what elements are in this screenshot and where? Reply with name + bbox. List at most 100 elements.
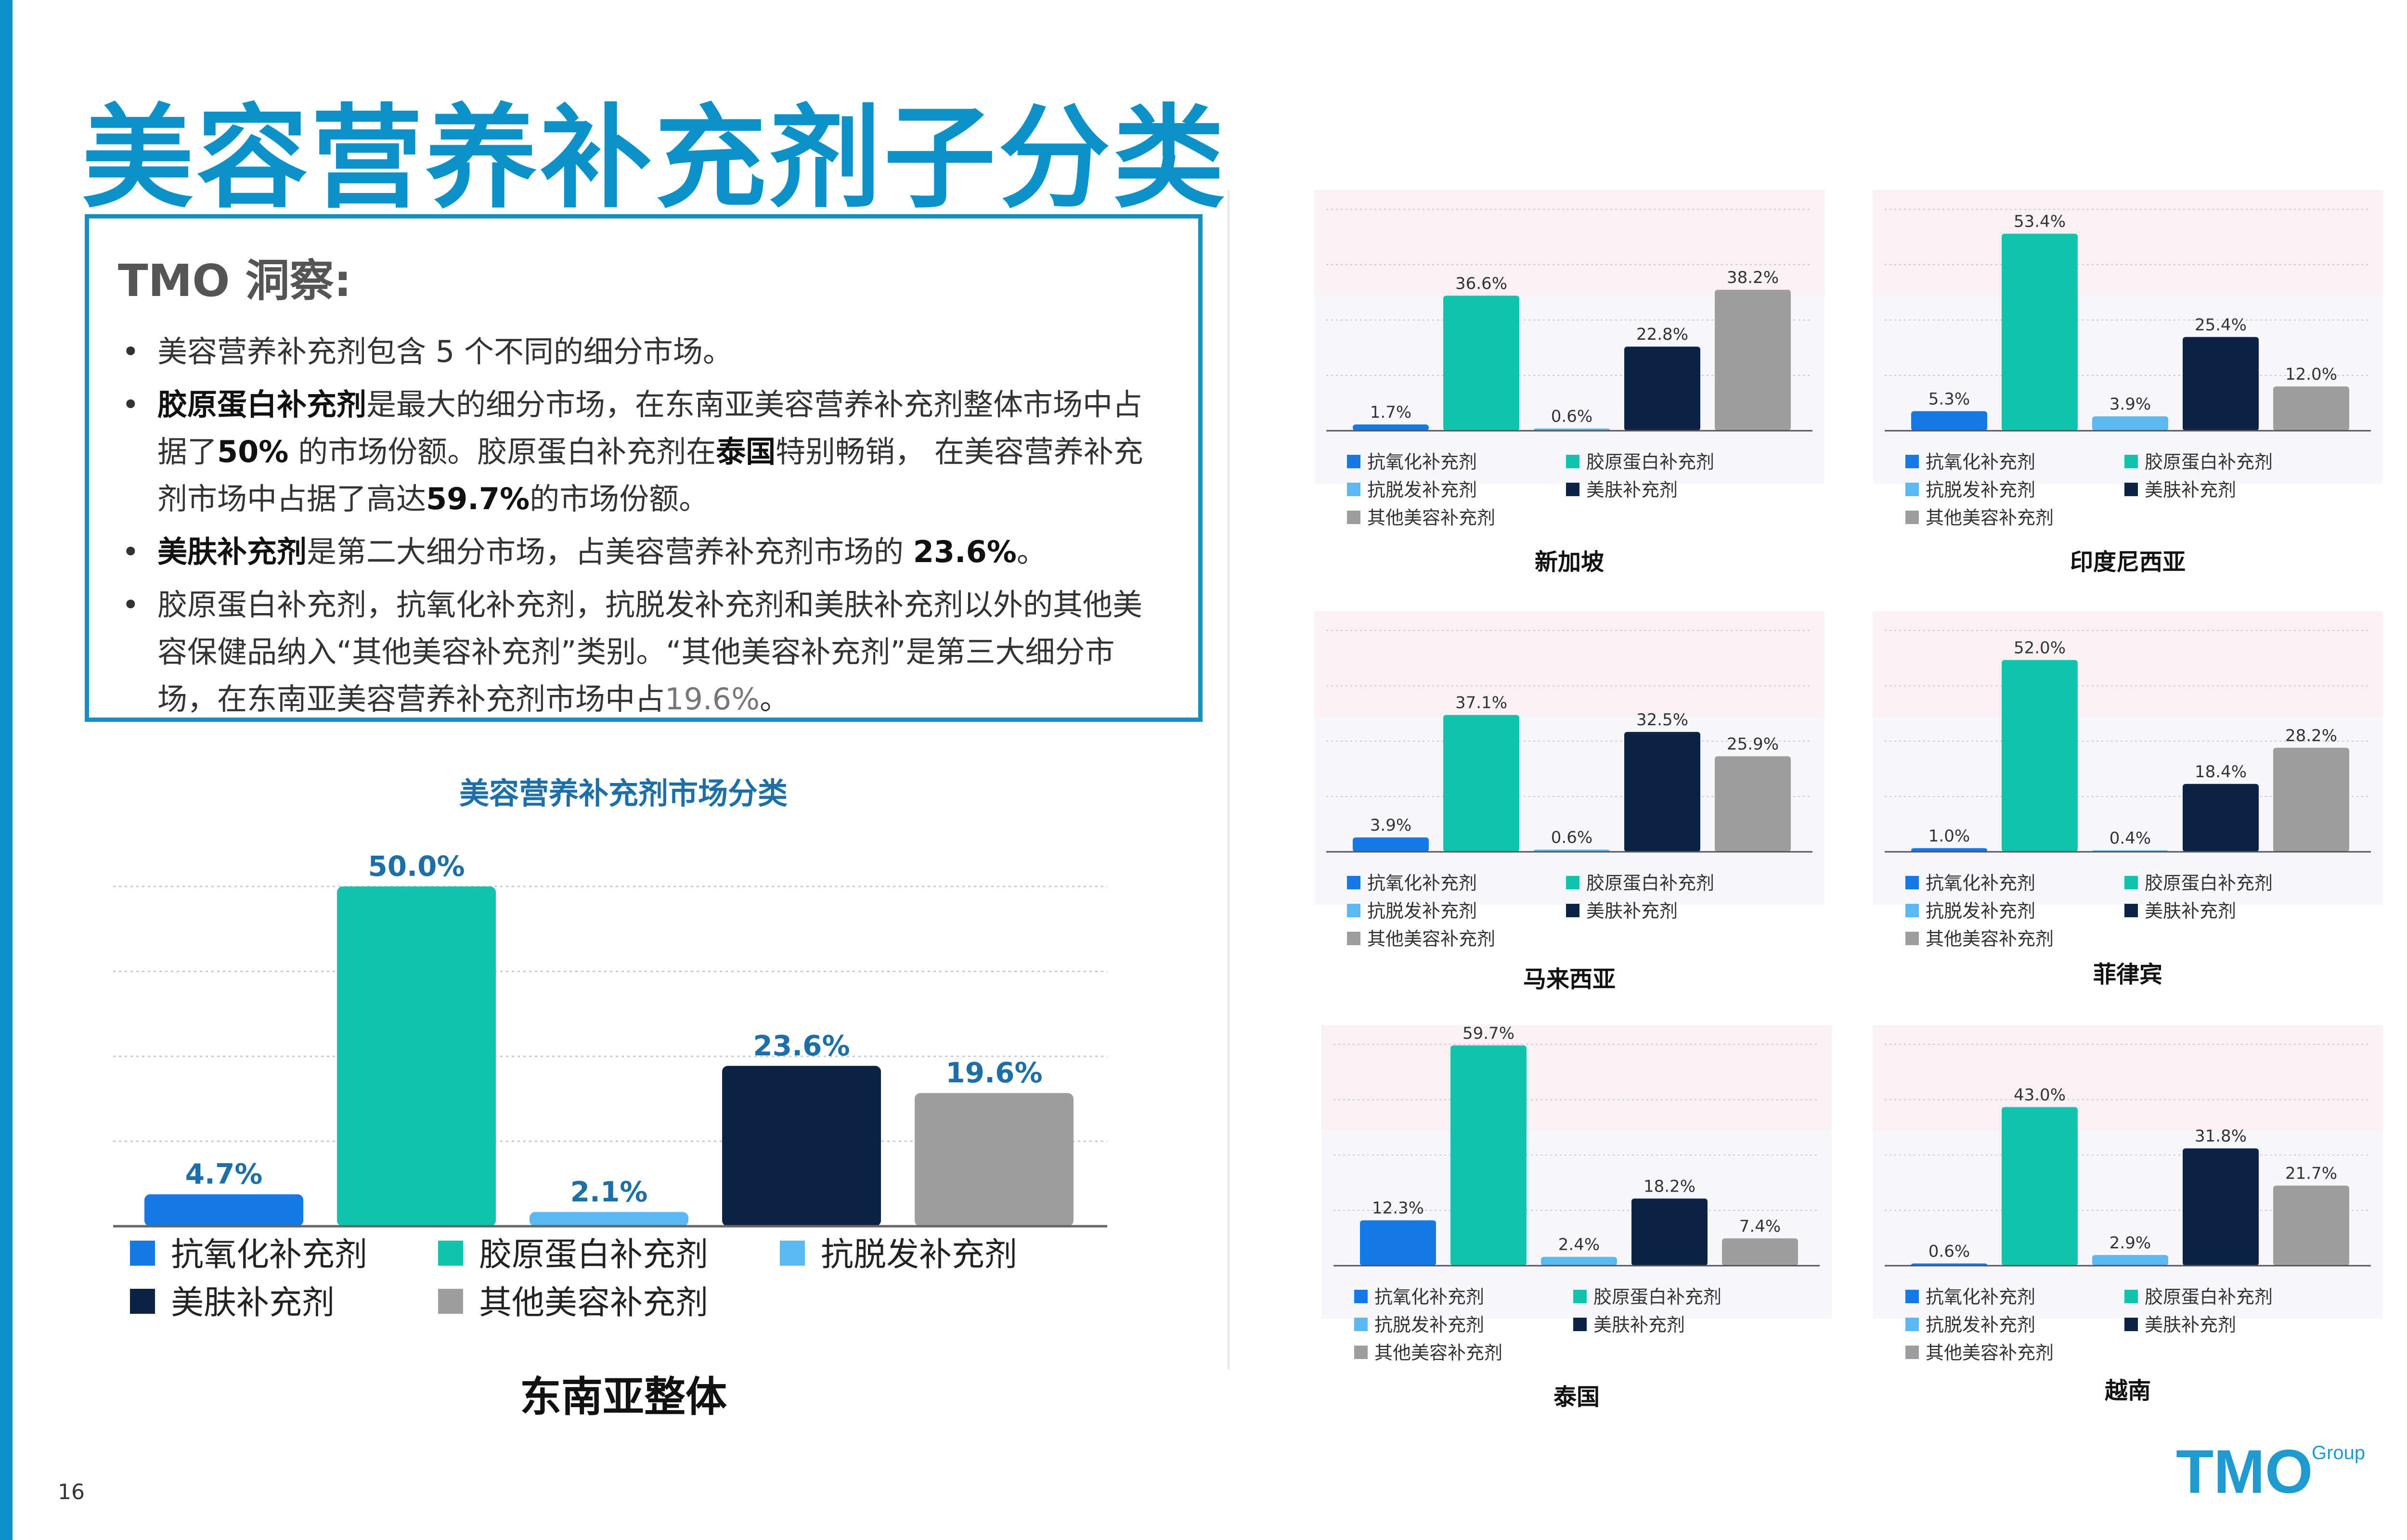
bar-label-3: 31.8%	[2195, 1127, 2247, 1146]
legend-swatch-4	[1905, 1346, 1919, 1359]
main-chart-title: 美容营养补充剂市场分类	[459, 776, 788, 811]
bar-label-3: 22.8%	[1636, 325, 1688, 344]
legend-swatch-2	[1347, 483, 1360, 496]
legend-label-2: 抗脱发补充剂	[1926, 1314, 2035, 1335]
legend-swatch-3	[2124, 1318, 2138, 1331]
main-bar-0	[144, 1194, 303, 1226]
bar-label-3: 18.2%	[1643, 1177, 1695, 1196]
main-chart-svg: 美容营养补充剂市场分类 4.7% 50.0% 2.1% 23.6% 19.6% 抗氧化补充剂…	[113, 776, 1107, 1322]
legend-label-0: 抗氧化补充剂	[1926, 873, 2035, 894]
left-accent-bar	[0, 0, 13, 1540]
bar-label-0: 5.3%	[1928, 389, 1970, 409]
chart-philippines-svg: 1.0% 52.0% 0.4% 18.4% 28.2% 抗氧化补充剂 胶原蛋白补充剂抗脱发补…	[1873, 611, 2383, 950]
bar-1	[2002, 660, 2078, 852]
legend-label-4: 其他美容补充剂	[1367, 928, 1495, 950]
main-bar-label-4: 19.6%	[945, 1056, 1042, 1089]
legend-label-0: 抗氧化补充剂	[1374, 1286, 1484, 1308]
bar-label-4: 25.9%	[1727, 734, 1779, 754]
bar-label-1: 53.4%	[2014, 212, 2066, 231]
legend-swatch-0	[1905, 1290, 1919, 1303]
page-number: 16	[58, 1480, 85, 1504]
main-bar-3	[722, 1065, 881, 1226]
bar-label-4: 7.4%	[1739, 1217, 1781, 1236]
legend-label-4: 其他美容补充剂	[1926, 507, 2054, 528]
legend-label-0: 抗氧化补充剂	[1926, 451, 2035, 473]
bar-4	[1722, 1238, 1798, 1266]
bar-4	[2273, 747, 2349, 852]
bar-3	[2183, 783, 2259, 852]
insight-bullet-4: 胶原蛋白补充剂，抗氧化补充剂，抗脱发补充剂和美肤补充剂以外的其他美容保健品纳入“…	[118, 581, 1169, 723]
bar-label-1: 52.0%	[2014, 638, 2066, 657]
legend-swatch-2	[1354, 1318, 1368, 1331]
bar-label-0: 1.0%	[1928, 826, 1970, 846]
main-chart: 美容营养补充剂市场分类 4.7% 50.0% 2.1% 23.6% 19.6% 抗氧化补充剂…	[106, 760, 1141, 1444]
chart-background-band	[1314, 190, 1825, 296]
insight-box: TMO 洞察: 美容营养补充剂包含 5 个不同的细分市场。 胶原蛋白补充剂是最大…	[85, 214, 1203, 722]
chart-indonesia-label: 印度尼西亚	[2070, 549, 2186, 576]
legend-swatch-3	[1566, 483, 1579, 496]
bar-0	[1353, 424, 1429, 431]
bar-label-0: 1.7%	[1370, 403, 1411, 422]
insight-bullet-2: 胶原蛋白补充剂是最大的细分市场，在东南亚美容营养补充剂整体市场中占据了50% 的…	[118, 381, 1169, 523]
main-bar-4	[915, 1093, 1074, 1226]
legend-swatch-0	[1354, 1290, 1368, 1303]
legend-swatch-3	[2124, 483, 2138, 496]
legend-label-3: 美肤补充剂	[1586, 479, 1678, 500]
bar-label-2: 0.6%	[1551, 828, 1592, 847]
legend-label-0: 抗氧化补充剂	[1926, 1286, 2035, 1308]
legend-swatch-4	[1347, 511, 1360, 524]
legend-swatch-2	[1905, 1318, 1919, 1331]
chart-malaysia-svg: 3.9% 37.1% 0.6% 32.5% 25.9% 抗氧化补充剂 胶原蛋白补充剂抗脱发补…	[1314, 611, 1825, 950]
bar-label-1: 36.6%	[1455, 274, 1507, 293]
logo-sub: Group	[2312, 1442, 2365, 1463]
main-bar-2	[530, 1212, 688, 1226]
legend-label-2: 抗脱发补充剂	[1926, 900, 2035, 922]
legend-swatch-4	[1347, 932, 1360, 945]
bar-2	[2092, 416, 2168, 431]
bar-label-2: 2.9%	[2109, 1233, 2151, 1253]
main-bar-label-1: 50.0%	[368, 850, 465, 883]
bar-1	[2002, 233, 2078, 431]
legend-swatch-1	[1573, 1290, 1587, 1303]
bar-label-2: 0.4%	[2109, 829, 2151, 848]
bar-3	[2183, 337, 2259, 431]
bar-label-2: 2.4%	[1558, 1235, 1600, 1255]
chart-background-band	[1873, 611, 2383, 717]
legend-label-2: 抗脱发补充剂	[1374, 1314, 1484, 1335]
main-chart-region-label: 东南亚整体	[520, 1373, 727, 1421]
main-legend-label-3: 美肤补充剂	[171, 1284, 335, 1322]
chart-malaysia: 3.9% 37.1% 0.6% 32.5% 25.9% 抗氧化补充剂 胶原蛋白补充剂 抗脱发补…	[1314, 611, 1825, 993]
legend-label-2: 抗脱发补充剂	[1367, 900, 1477, 922]
bar-0	[1911, 848, 1987, 852]
legend-swatch-3	[1573, 1318, 1587, 1331]
bar-label-4: 12.0%	[2285, 365, 2337, 384]
chart-malaysia-label: 马来西亚	[1523, 966, 1616, 993]
chart-thailand-svg: 12.3% 59.7% 2.4% 18.2% 7.4% 抗氧化补充剂 胶原蛋白补充剂抗脱发补…	[1321, 1024, 1832, 1363]
column-divider	[1228, 190, 1229, 1369]
chart-thailand: 12.3% 59.7% 2.4% 18.2% 7.4% 抗氧化补充剂 胶原蛋白补充剂 抗脱发补…	[1321, 1024, 1832, 1411]
legend-swatch-2	[1905, 904, 1919, 917]
tmo-group-logo: TMO Group	[2176, 1437, 2407, 1506]
legend-label-1: 胶原蛋白补充剂	[2145, 1286, 2273, 1308]
bar-label-0: 0.6%	[1928, 1242, 1970, 1261]
bar-4	[2273, 386, 2349, 431]
main-legend-swatch-2	[780, 1241, 805, 1266]
main-bar-label-3: 23.6%	[753, 1029, 850, 1062]
bar-label-1: 37.1%	[1455, 693, 1507, 713]
main-legend-swatch-0	[130, 1241, 155, 1266]
legend-label-4: 其他美容补充剂	[1926, 1342, 2054, 1363]
bar-2	[2092, 1255, 2168, 1266]
main-legend-swatch-4	[438, 1289, 463, 1314]
main-bar-label-0: 4.7%	[185, 1158, 263, 1191]
legend-swatch-0	[1347, 455, 1360, 468]
legend-swatch-1	[1566, 455, 1579, 468]
bar-0	[1353, 837, 1429, 852]
legend-swatch-2	[1905, 483, 1919, 496]
chart-vietnam-svg: 0.6% 43.0% 2.9% 31.8% 21.7% 抗氧化补充剂 胶原蛋白补充剂抗脱发补…	[1873, 1025, 2383, 1363]
bar-label-4: 21.7%	[2285, 1164, 2337, 1183]
chart-singapore-label: 新加坡	[1534, 549, 1604, 576]
legend-swatch-4	[1905, 932, 1919, 945]
insight-heading: TMO 洞察:	[118, 255, 352, 307]
bar-label-3: 25.4%	[2195, 315, 2247, 334]
legend-swatch-3	[2124, 904, 2138, 917]
